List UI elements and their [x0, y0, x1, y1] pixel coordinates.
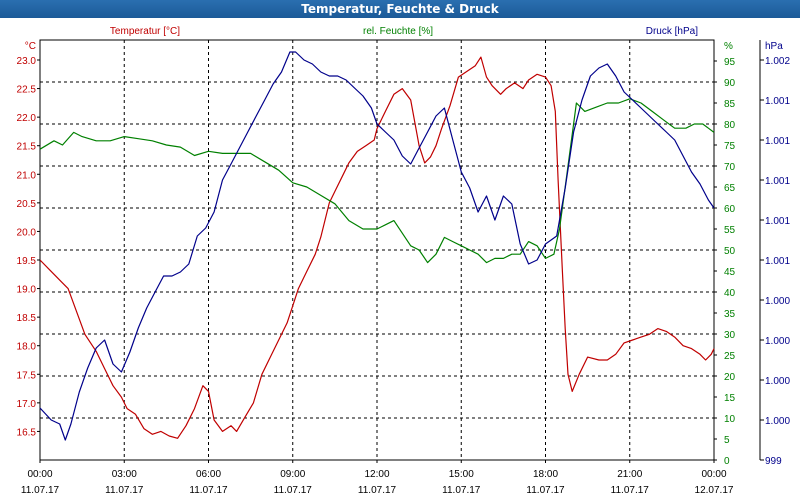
humidity-unit: % [724, 41, 733, 52]
humidity-tick-label: 5 [724, 435, 730, 446]
temperature-tick-label: 21.0 [17, 170, 37, 181]
x-date-label: 11.07.17 [442, 485, 481, 496]
series-line-humidity [39, 98, 715, 264]
temperature-unit: °C [25, 41, 36, 52]
x-date-label: 11.07.17 [274, 485, 313, 496]
humidity-tick-label: 85 [724, 99, 736, 110]
humidity-tick-label: 15 [724, 393, 736, 404]
x-tick-label: 03:00 [112, 469, 137, 480]
x-tick-label: 15:00 [449, 469, 474, 480]
grid [40, 40, 714, 460]
x-tick-label: 18:00 [533, 469, 558, 480]
temperature-tick-label: 18.5 [17, 313, 37, 324]
humidity-tick-label: 90 [724, 78, 736, 89]
temperature-tick-label: 19.0 [17, 285, 37, 296]
humidity-tick-label: 30 [724, 330, 736, 341]
humidity-tick-label: 65 [724, 183, 736, 194]
chart: 00:00 11.07.17 03:00 11.07.17 06:00 11.07.17 0… [17, 26, 791, 496]
humidity-tick-label: 70 [724, 162, 736, 173]
humidity-tick-label: 60 [724, 204, 736, 215]
x-tick-label: 06:00 [196, 469, 221, 480]
series-line-pressure [39, 51, 715, 441]
temperature-tick-label: 17.5 [17, 370, 37, 381]
x-date-label: 11.07.17 [358, 485, 397, 496]
temperature-tick-label: 16.5 [17, 427, 37, 438]
x-date-label: 11.07.17 [611, 485, 650, 496]
pressure-tick-label: 1.002 [765, 56, 790, 67]
pressure-tick-label: 1.001 [765, 96, 790, 107]
pressure-tick-label: 1.001 [765, 216, 790, 227]
temperature-tick-label: 20.0 [17, 227, 37, 238]
humidity-tick-label: 45 [724, 267, 736, 278]
humidity-tick-label: 40 [724, 288, 736, 299]
pressure-tick-label: 1.001 [765, 176, 790, 187]
x-tick-label: 00:00 [701, 469, 726, 480]
labels-layer: 00:00 11.07.17 03:00 11.07.17 06:00 11.07.17 0… [17, 26, 791, 496]
legend-pressure: Druck [hPa] [646, 26, 698, 37]
temperature-tick-label: 22.0 [17, 113, 37, 124]
pressure-tick-label: 1.001 [765, 136, 790, 147]
temperature-tick-label: 18.0 [17, 342, 37, 353]
x-date-label: 12.07.17 [695, 485, 734, 496]
x-tick-label: 12:00 [364, 469, 389, 480]
humidity-tick-label: 0 [724, 456, 730, 467]
temperature-tick-label: 23.0 [17, 56, 37, 67]
x-date-label: 11.07.17 [105, 485, 144, 496]
pressure-unit: hPa [765, 41, 783, 52]
x-tick-label: 09:00 [280, 469, 305, 480]
pressure-tick-label: 1.000 [765, 336, 790, 347]
series-line-temperature [39, 56, 715, 439]
series-layer [39, 51, 715, 441]
temperature-tick-label: 20.5 [17, 199, 37, 210]
pressure-tick-label: 1.000 [765, 416, 790, 427]
pressure-tick-label: 999 [765, 456, 782, 467]
pressure-tick-label: 1.001 [765, 256, 790, 267]
temperature-tick-label: 22.5 [17, 85, 37, 96]
x-tick-label: 00:00 [27, 469, 52, 480]
humidity-tick-label: 20 [724, 372, 736, 383]
humidity-tick-label: 80 [724, 120, 736, 131]
humidity-tick-label: 55 [724, 225, 736, 236]
humidity-tick-label: 10 [724, 414, 736, 425]
pressure-tick-label: 1.000 [765, 376, 790, 387]
temperature-tick-label: 19.5 [17, 256, 37, 267]
humidity-tick-label: 75 [724, 141, 736, 152]
temperature-tick-label: 21.5 [17, 142, 37, 153]
window-title: Temperatur, Feuchte & Druck [0, 0, 800, 18]
humidity-tick-label: 95 [724, 57, 736, 68]
legend-humidity: rel. Feuchte [%] [363, 26, 433, 37]
humidity-tick-label: 50 [724, 246, 736, 257]
temperature-tick-label: 17.0 [17, 399, 37, 410]
x-tick-label: 21:00 [617, 469, 642, 480]
x-date-label: 11.07.17 [21, 485, 60, 496]
humidity-tick-label: 35 [724, 309, 736, 320]
x-date-label: 11.07.17 [189, 485, 228, 496]
x-date-label: 11.07.17 [526, 485, 565, 496]
humidity-tick-label: 25 [724, 351, 736, 362]
legend-temperature: Temperatur [°C] [110, 26, 180, 37]
pressure-tick-label: 1.000 [765, 296, 790, 307]
